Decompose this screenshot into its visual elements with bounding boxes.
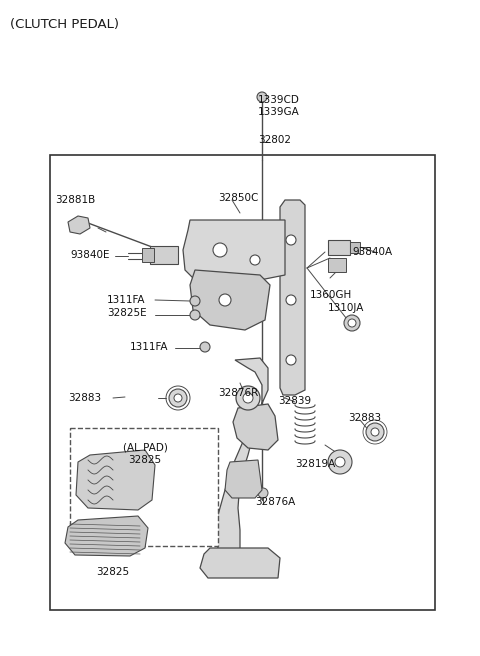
- Circle shape: [328, 450, 352, 474]
- Polygon shape: [233, 404, 278, 450]
- Circle shape: [366, 423, 384, 441]
- Text: 1311FA: 1311FA: [107, 295, 145, 305]
- Bar: [50, 155, 435, 610]
- Circle shape: [219, 294, 231, 306]
- Bar: [350, 242, 360, 253]
- Circle shape: [258, 488, 268, 498]
- Text: 32819A: 32819A: [295, 459, 335, 469]
- Polygon shape: [68, 216, 90, 234]
- Circle shape: [371, 428, 379, 436]
- Bar: [142, 248, 154, 262]
- Polygon shape: [215, 358, 268, 558]
- Text: (CLUTCH PEDAL): (CLUTCH PEDAL): [10, 18, 119, 31]
- Polygon shape: [190, 270, 270, 330]
- Text: 32825E: 32825E: [107, 308, 146, 318]
- Polygon shape: [76, 450, 155, 510]
- Text: 1360GH: 1360GH: [310, 290, 352, 300]
- Circle shape: [236, 386, 260, 410]
- Circle shape: [286, 235, 296, 245]
- Circle shape: [257, 92, 267, 102]
- Circle shape: [344, 315, 360, 331]
- Text: 32825: 32825: [96, 567, 130, 577]
- Circle shape: [200, 342, 210, 352]
- Circle shape: [250, 255, 260, 265]
- Circle shape: [190, 296, 200, 306]
- Text: 93840E: 93840E: [70, 250, 109, 260]
- Text: 32883: 32883: [68, 393, 101, 403]
- Bar: [70, 428, 218, 546]
- Circle shape: [335, 457, 345, 467]
- Text: (AL PAD)
32825: (AL PAD) 32825: [122, 443, 168, 464]
- Bar: [328, 258, 346, 272]
- Circle shape: [169, 389, 187, 407]
- Bar: [150, 246, 178, 264]
- Text: 1339CD
1339GA: 1339CD 1339GA: [258, 95, 300, 117]
- Polygon shape: [280, 200, 305, 395]
- Polygon shape: [183, 220, 285, 285]
- Circle shape: [190, 310, 200, 320]
- Text: 1310JA: 1310JA: [328, 303, 364, 313]
- Bar: [328, 240, 350, 255]
- Polygon shape: [225, 460, 262, 498]
- Text: 32876A: 32876A: [255, 497, 295, 507]
- Text: 93840A: 93840A: [352, 247, 392, 257]
- Text: 32839: 32839: [278, 396, 311, 406]
- Polygon shape: [65, 516, 148, 556]
- Text: 32876R: 32876R: [218, 388, 258, 398]
- Text: 1311FA: 1311FA: [130, 342, 168, 352]
- Text: 32850C: 32850C: [218, 193, 258, 203]
- Text: 32881B: 32881B: [55, 195, 95, 205]
- Circle shape: [174, 394, 182, 402]
- Circle shape: [348, 319, 356, 327]
- Circle shape: [213, 243, 227, 257]
- Text: 32802: 32802: [258, 135, 291, 145]
- Text: 32883: 32883: [348, 413, 381, 423]
- Polygon shape: [200, 548, 280, 578]
- Circle shape: [286, 295, 296, 305]
- Circle shape: [243, 393, 253, 403]
- Circle shape: [286, 355, 296, 365]
